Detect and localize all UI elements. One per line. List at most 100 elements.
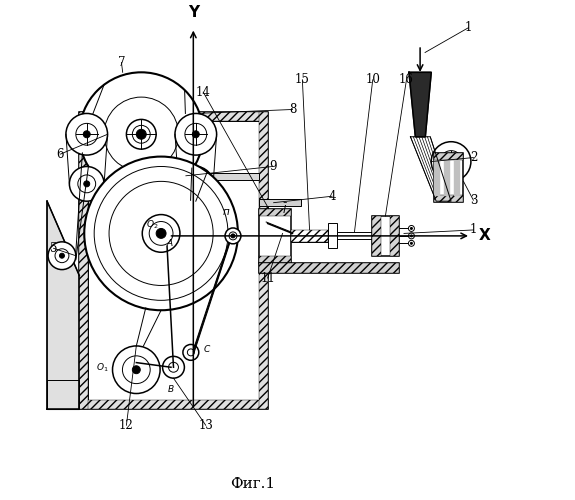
- Circle shape: [132, 126, 150, 143]
- Circle shape: [66, 114, 108, 155]
- Bar: [372, 216, 381, 256]
- Bar: [259, 199, 301, 206]
- Circle shape: [178, 166, 213, 201]
- Text: 15: 15: [295, 73, 310, 86]
- Circle shape: [85, 156, 238, 310]
- Circle shape: [104, 97, 178, 172]
- Circle shape: [193, 181, 199, 187]
- Circle shape: [231, 234, 235, 238]
- Text: 4: 4: [328, 190, 336, 202]
- Circle shape: [225, 228, 241, 244]
- Bar: [79, 112, 268, 410]
- Circle shape: [76, 124, 98, 145]
- Circle shape: [411, 242, 412, 244]
- Text: 11: 11: [260, 272, 275, 284]
- Text: A: A: [167, 239, 173, 248]
- Circle shape: [447, 158, 455, 165]
- Circle shape: [126, 120, 156, 149]
- Text: 12: 12: [119, 418, 134, 432]
- Polygon shape: [454, 160, 458, 194]
- Text: X: X: [478, 228, 490, 244]
- Circle shape: [411, 228, 412, 230]
- Circle shape: [149, 222, 173, 246]
- Bar: [259, 112, 268, 410]
- Text: 5: 5: [50, 242, 58, 255]
- Text: 7: 7: [118, 56, 125, 69]
- Polygon shape: [411, 137, 451, 201]
- Polygon shape: [434, 160, 439, 194]
- Text: 2: 2: [470, 151, 477, 164]
- Circle shape: [187, 175, 205, 193]
- Circle shape: [183, 344, 199, 360]
- Bar: [390, 216, 399, 256]
- Circle shape: [122, 356, 150, 384]
- Bar: [259, 263, 399, 273]
- Bar: [434, 152, 463, 202]
- Circle shape: [136, 130, 146, 139]
- Circle shape: [229, 232, 237, 240]
- Circle shape: [48, 242, 76, 270]
- Circle shape: [440, 150, 462, 172]
- Text: 8: 8: [289, 103, 296, 116]
- Text: 16: 16: [399, 73, 414, 86]
- Polygon shape: [444, 160, 449, 194]
- Bar: [337, 232, 372, 239]
- Circle shape: [109, 182, 213, 286]
- Text: 13: 13: [198, 418, 213, 432]
- Bar: [79, 112, 268, 121]
- Circle shape: [55, 249, 69, 262]
- Polygon shape: [409, 72, 431, 137]
- Circle shape: [142, 214, 180, 252]
- Circle shape: [113, 346, 160, 394]
- Polygon shape: [47, 380, 79, 410]
- Text: $O_1$: $O_1$: [97, 361, 109, 374]
- Bar: [372, 216, 399, 256]
- Bar: [291, 230, 328, 242]
- Circle shape: [168, 362, 178, 372]
- Polygon shape: [47, 201, 79, 410]
- Circle shape: [94, 166, 228, 300]
- Circle shape: [78, 175, 95, 193]
- Bar: [259, 263, 399, 273]
- Text: п: п: [222, 207, 229, 217]
- Circle shape: [408, 240, 415, 246]
- Text: Y: Y: [188, 6, 199, 20]
- Bar: [259, 208, 291, 263]
- Text: $O_2$: $O_2$: [146, 218, 159, 231]
- Circle shape: [132, 366, 140, 374]
- Text: 1: 1: [465, 21, 472, 34]
- Bar: [88, 173, 259, 180]
- Circle shape: [59, 253, 64, 258]
- Circle shape: [431, 142, 471, 182]
- Text: 10: 10: [365, 73, 380, 86]
- Text: C: C: [203, 346, 209, 354]
- Circle shape: [192, 131, 200, 138]
- Circle shape: [187, 349, 194, 356]
- Bar: [259, 208, 291, 216]
- Circle shape: [408, 226, 415, 232]
- Circle shape: [185, 124, 206, 145]
- Text: 9: 9: [269, 160, 277, 173]
- Bar: [434, 152, 463, 160]
- Circle shape: [83, 131, 90, 138]
- Text: 1: 1: [470, 224, 477, 236]
- Circle shape: [156, 228, 166, 238]
- Text: 3: 3: [470, 194, 477, 206]
- Circle shape: [84, 181, 90, 187]
- Text: $\bar{l}$: $\bar{l}$: [282, 202, 288, 216]
- Bar: [259, 256, 291, 263]
- Bar: [79, 400, 268, 409]
- Bar: [291, 230, 328, 242]
- Circle shape: [408, 233, 415, 239]
- Circle shape: [175, 114, 217, 155]
- Circle shape: [70, 166, 104, 201]
- Text: 14: 14: [196, 86, 210, 98]
- Circle shape: [411, 235, 412, 237]
- Bar: [328, 224, 337, 248]
- Circle shape: [79, 72, 203, 196]
- Bar: [434, 194, 463, 202]
- Circle shape: [163, 356, 185, 378]
- Text: Фиг.1: Фиг.1: [230, 476, 275, 490]
- Bar: [79, 112, 88, 410]
- Bar: [88, 121, 259, 400]
